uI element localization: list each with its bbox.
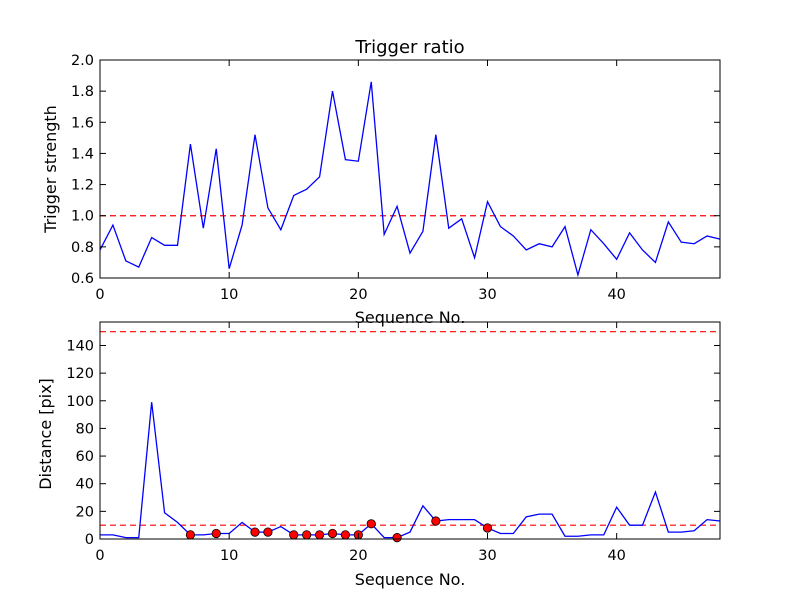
trigger-ratio-x-axis-label: Sequence No.	[355, 308, 466, 327]
distance-x-tick-label: 20	[349, 548, 367, 564]
distance-y-tick-label: 140	[66, 338, 94, 354]
distance-marker-point	[482, 523, 493, 533]
trigger-ratio-y-tick-label: 0.6	[71, 271, 94, 287]
distance-marker-point	[185, 530, 196, 540]
distance-subplot: Sequence No. Distance [pix] 0 10 20 30 40 0 20…	[36, 321, 721, 589]
trigger-ratio-y-tick-label: 1.8	[71, 84, 94, 100]
distance-marker-point	[327, 528, 338, 539]
distance-y-tick-label: 40	[76, 477, 94, 493]
distance-marker-point	[431, 516, 441, 526]
distance-y-tick-label: 80	[76, 421, 94, 437]
distance-marker-point	[250, 527, 260, 537]
trigger-ratio-y-tick-label: 2.0	[71, 53, 94, 69]
distance-x-tick-label: 0	[95, 548, 104, 564]
distance-y-tick-label: 20	[76, 504, 94, 520]
trigger-ratio-x-tick-label: 10	[220, 287, 238, 303]
trigger-ratio-x-tick-label: 0	[95, 287, 104, 303]
trigger-ratio-subplot: Trigger ratio Sequence No. Trigger stren…	[41, 37, 721, 327]
distance-marker-point	[211, 528, 221, 539]
distance-y-tick-label: 120	[66, 366, 94, 382]
trigger-ratio-series-line	[99, 81, 721, 278]
distance-y-tick-label: 100	[66, 394, 94, 410]
distance-y-axis-label: Distance [pix]	[36, 378, 55, 490]
distance-axes-frame	[99, 321, 721, 540]
trigger-ratio-y-tick-label: 1.6	[71, 115, 94, 131]
distance-x-axis-label: Sequence No.	[355, 570, 466, 589]
trigger-ratio-y-tick-label: 0.8	[71, 240, 94, 256]
distance-x-tick-label: 40	[607, 548, 625, 564]
distance-marker-point	[314, 530, 325, 540]
distance-x-tick-label: 10	[220, 548, 238, 564]
distance-marker-point	[302, 530, 312, 540]
trigger-ratio-y-tick-label: 1.2	[71, 178, 94, 194]
trigger-ratio-x-tick-label: 30	[478, 287, 496, 303]
distance-marker-point	[289, 530, 299, 540]
distance-series-line	[100, 402, 721, 539]
trigger-ratio-y-tick-label: 1.4	[71, 146, 94, 162]
trigger-ratio-y-axis-label: Trigger strength	[41, 105, 60, 234]
distance-marker-point	[263, 527, 273, 537]
trigger-ratio-title: Trigger ratio	[354, 37, 464, 58]
trigger-ratio-axes-frame	[99, 59, 721, 279]
distance-y-tick-label: 60	[76, 449, 94, 465]
distance-marker-point	[392, 533, 402, 543]
distance-x-tick-label: 30	[478, 548, 496, 564]
trigger-ratio-x-tick-label: 20	[349, 287, 367, 303]
distance-marker-point	[366, 519, 376, 529]
trigger-ratio-y-tick-label: 1.0	[71, 209, 94, 225]
trigger-ratio-x-tick-label: 40	[607, 287, 625, 303]
distance-marker-point	[340, 530, 351, 540]
distance-y-tick-label: 0	[85, 532, 94, 548]
